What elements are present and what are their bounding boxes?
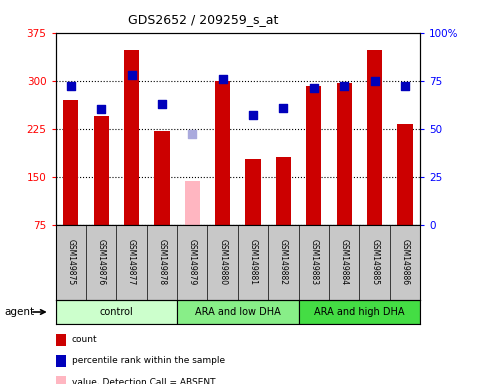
Point bbox=[158, 101, 166, 107]
Text: GSM149880: GSM149880 bbox=[218, 239, 227, 285]
Text: GSM149875: GSM149875 bbox=[66, 239, 75, 285]
Bar bbox=[306, 86, 322, 225]
Point bbox=[310, 85, 318, 91]
Text: GSM149883: GSM149883 bbox=[309, 239, 318, 285]
Bar bbox=[276, 157, 291, 225]
Point bbox=[280, 104, 287, 111]
Bar bbox=[124, 50, 139, 225]
Point bbox=[97, 106, 105, 113]
Bar bbox=[185, 181, 200, 225]
Text: count: count bbox=[72, 335, 98, 344]
Bar bbox=[298, 300, 420, 324]
Text: agent: agent bbox=[5, 307, 35, 317]
Text: control: control bbox=[99, 307, 133, 317]
Bar bbox=[245, 159, 261, 225]
Text: GSM149884: GSM149884 bbox=[340, 239, 349, 285]
Bar bbox=[367, 50, 382, 225]
Point bbox=[371, 78, 379, 84]
Bar bbox=[398, 124, 412, 225]
Text: ARA and low DHA: ARA and low DHA bbox=[195, 307, 281, 317]
Bar bbox=[177, 300, 298, 324]
Bar bbox=[94, 116, 109, 225]
Point bbox=[219, 76, 227, 82]
Bar bbox=[337, 83, 352, 225]
Text: GSM149879: GSM149879 bbox=[188, 239, 197, 285]
Text: GSM149876: GSM149876 bbox=[97, 239, 106, 285]
Bar bbox=[215, 81, 230, 225]
Bar bbox=[56, 300, 177, 324]
Point bbox=[128, 72, 135, 78]
Point bbox=[67, 83, 74, 89]
Point bbox=[401, 83, 409, 89]
Text: GSM149881: GSM149881 bbox=[249, 239, 257, 285]
Point bbox=[341, 83, 348, 89]
Point bbox=[188, 131, 196, 137]
Text: percentile rank within the sample: percentile rank within the sample bbox=[72, 356, 225, 366]
Text: GSM149885: GSM149885 bbox=[370, 239, 379, 285]
Bar bbox=[154, 131, 170, 225]
Point bbox=[249, 112, 257, 118]
Text: GDS2652 / 209259_s_at: GDS2652 / 209259_s_at bbox=[128, 13, 278, 26]
Text: GSM149877: GSM149877 bbox=[127, 239, 136, 285]
Text: ARA and high DHA: ARA and high DHA bbox=[314, 307, 405, 317]
Bar bbox=[63, 100, 78, 225]
Text: value, Detection Call = ABSENT: value, Detection Call = ABSENT bbox=[72, 377, 215, 384]
Text: GSM149882: GSM149882 bbox=[279, 239, 288, 285]
Text: GSM149886: GSM149886 bbox=[400, 239, 410, 285]
Text: GSM149878: GSM149878 bbox=[157, 239, 167, 285]
